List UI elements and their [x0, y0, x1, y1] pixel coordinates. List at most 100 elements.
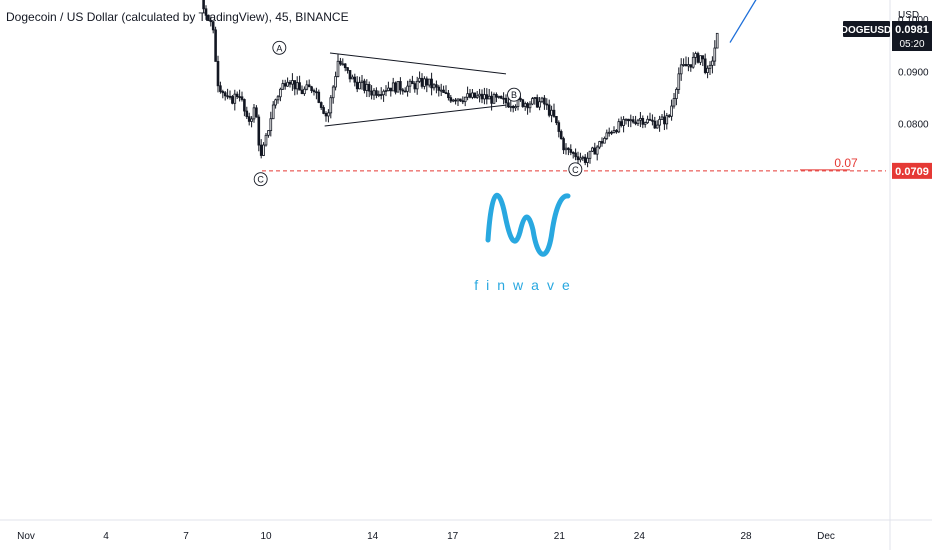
- candle-body: [437, 86, 441, 91]
- candle-body: [627, 118, 630, 122]
- candle-body: [624, 118, 628, 121]
- candle-body: [447, 92, 450, 99]
- countdown-tag: 05:20: [899, 39, 924, 50]
- wave-label: B: [511, 90, 517, 100]
- x-tick-label: Dec: [817, 531, 835, 542]
- candle-body: [411, 80, 414, 85]
- candle-body: [567, 147, 570, 150]
- candle-body: [267, 130, 270, 136]
- candle-body: [675, 89, 678, 99]
- candle-body: [605, 132, 609, 139]
- candle-body: [557, 122, 561, 132]
- candle-body: [286, 81, 289, 87]
- last-price-tag-bg: [892, 21, 932, 52]
- candle-body: [250, 118, 253, 122]
- symbol-tag: DOGEUSD: [841, 25, 892, 36]
- wave-label: A: [276, 43, 282, 53]
- candle-body: [427, 78, 431, 86]
- candle-body: [327, 112, 330, 117]
- candle-body: [706, 67, 709, 73]
- candle-body: [312, 90, 316, 93]
- candle-body: [473, 92, 477, 98]
- candle-body: [415, 80, 419, 90]
- candle-body: [555, 115, 558, 124]
- candle-body: [351, 76, 354, 80]
- symbol-tag-bg: [843, 21, 890, 38]
- candle-body: [305, 84, 309, 90]
- candle-body: [658, 118, 661, 126]
- candle-body: [315, 91, 318, 94]
- candle-body: [636, 119, 640, 125]
- x-tick-label: 24: [634, 531, 646, 542]
- candle-body: [444, 92, 448, 94]
- candle-body: [363, 80, 366, 91]
- candle-body: [269, 118, 273, 132]
- candle-body: [475, 95, 479, 98]
- candle-body: [478, 93, 481, 97]
- candle-body: [490, 95, 493, 104]
- chart-title: Dogecoin / US Dollar (calculated by Trad…: [6, 10, 349, 24]
- candle-body: [631, 119, 635, 123]
- candle-body: [307, 84, 311, 88]
- candle-body: [394, 82, 397, 93]
- candle-body: [283, 83, 287, 87]
- candle-body: [545, 103, 549, 106]
- candle-body: [701, 55, 705, 60]
- last-price-tag: 0.0981: [895, 24, 929, 36]
- candle-body: [219, 85, 222, 92]
- candle-body: [648, 118, 652, 121]
- candle-body: [538, 101, 541, 108]
- triangle-upper-line: [329, 52, 507, 75]
- candle-body: [379, 94, 383, 96]
- candle-body: [694, 53, 697, 58]
- candle-body: [466, 93, 469, 98]
- candle-body: [300, 89, 304, 95]
- wave-labels-layer: 5(B)B(A)(C)AABCC: [253, 40, 583, 187]
- candle-body: [639, 117, 642, 121]
- candle-body: [629, 119, 633, 122]
- candle-body: [511, 105, 515, 109]
- currency-label: USD: [898, 10, 919, 21]
- candle-body: [507, 102, 510, 108]
- candle-body: [523, 103, 527, 107]
- candle-body: [583, 156, 587, 163]
- candle-body: [495, 94, 498, 98]
- candle-body: [588, 150, 592, 159]
- y-tick-label: 0.0900: [898, 67, 929, 78]
- candle-body: [581, 156, 585, 159]
- candle-body: [214, 29, 217, 62]
- candle-body: [641, 117, 645, 125]
- candle-body: [216, 61, 220, 87]
- wave-label-circle: [568, 162, 583, 177]
- candle-body: [435, 84, 438, 88]
- finwave-logo: finwave: [474, 193, 571, 293]
- candle-body: [274, 99, 277, 106]
- candle-body: [451, 99, 455, 102]
- candle-body: [622, 119, 625, 126]
- candle-body: [651, 119, 654, 122]
- candle-body: [310, 86, 313, 92]
- candle-body: [264, 134, 268, 146]
- candle-body: [559, 131, 563, 140]
- candle-body: [535, 97, 539, 108]
- candle-body: [619, 121, 623, 126]
- candle-body: [207, 14, 210, 21]
- candle-body: [646, 118, 649, 124]
- candle-body: [471, 92, 474, 98]
- y-tick-label: 0.1000: [898, 15, 929, 26]
- candle-body: [468, 93, 472, 98]
- candle-body: [406, 85, 409, 92]
- candle-body: [420, 77, 424, 87]
- candle-body: [543, 97, 546, 105]
- candle-body: [574, 152, 577, 158]
- wave-label-circle: [253, 172, 268, 187]
- candle-body: [502, 97, 505, 100]
- candle-body: [389, 87, 393, 92]
- candle-body: [346, 67, 349, 71]
- candle-body: [295, 82, 299, 90]
- candle-body: [533, 97, 537, 100]
- x-tick-label: 28: [740, 531, 752, 542]
- candle-body: [341, 63, 345, 66]
- candle-body: [663, 116, 666, 125]
